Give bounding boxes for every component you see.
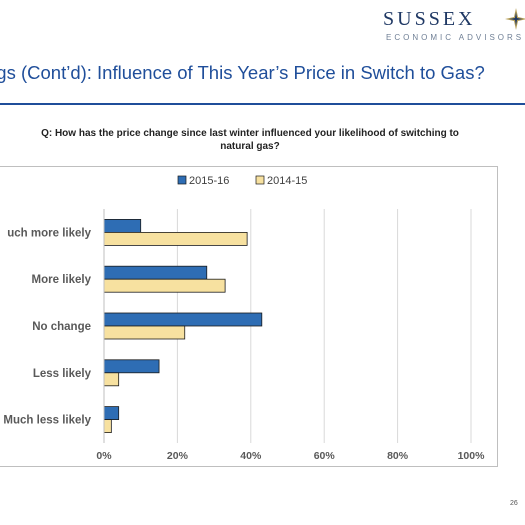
bar <box>103 278 226 293</box>
x-tick-label: 0% <box>96 450 112 462</box>
legend-label: 2015-16 <box>189 175 229 187</box>
title-divider <box>0 103 525 105</box>
category-label: uch more likely <box>7 227 91 239</box>
x-tick-label: 20% <box>167 450 189 462</box>
logo-wordmark: SUSSEX <box>383 8 476 30</box>
bar <box>103 232 248 246</box>
logo-subtitle: ECONOMIC ADVISORS <box>386 33 525 42</box>
bar <box>103 406 120 421</box>
x-tick-label: 60% <box>314 450 336 462</box>
category-label: Less likely <box>33 368 92 380</box>
x-tick-label: 100% <box>458 450 486 462</box>
bar-chart: 0% 20% 40% 60% 80% 100% 2015-16 2014-15 uch more… <box>3 175 486 462</box>
category-label: No change <box>32 321 91 333</box>
bar <box>103 372 120 387</box>
page-title: ngs (Cont’d): Influence of This Year’s P… <box>0 62 485 83</box>
category-label: More likely <box>32 274 92 286</box>
chart-frame: 0% 20% 40% 60% 80% 100% 2015-16 2014-15 uch more… <box>0 166 498 467</box>
x-tick-label: 80% <box>387 450 409 462</box>
page-number: 26 <box>510 500 518 507</box>
bar <box>103 312 263 327</box>
bar <box>103 325 186 340</box>
question-line-1: Q: How has the price change since last w… <box>41 128 459 139</box>
bar <box>103 359 160 374</box>
x-tick-label: 40% <box>240 450 262 462</box>
bar <box>103 419 112 434</box>
survey-question: Q: How has the price change since last w… <box>0 127 500 153</box>
question-line-2: natural gas? <box>220 141 280 152</box>
category-label: Much less likely <box>3 415 91 427</box>
bar <box>103 265 208 280</box>
legend-swatch <box>177 175 187 185</box>
legend-swatch <box>255 175 265 185</box>
compass-star-icon <box>505 8 525 30</box>
bar <box>103 219 142 233</box>
legend-label: 2014-15 <box>267 175 307 187</box>
